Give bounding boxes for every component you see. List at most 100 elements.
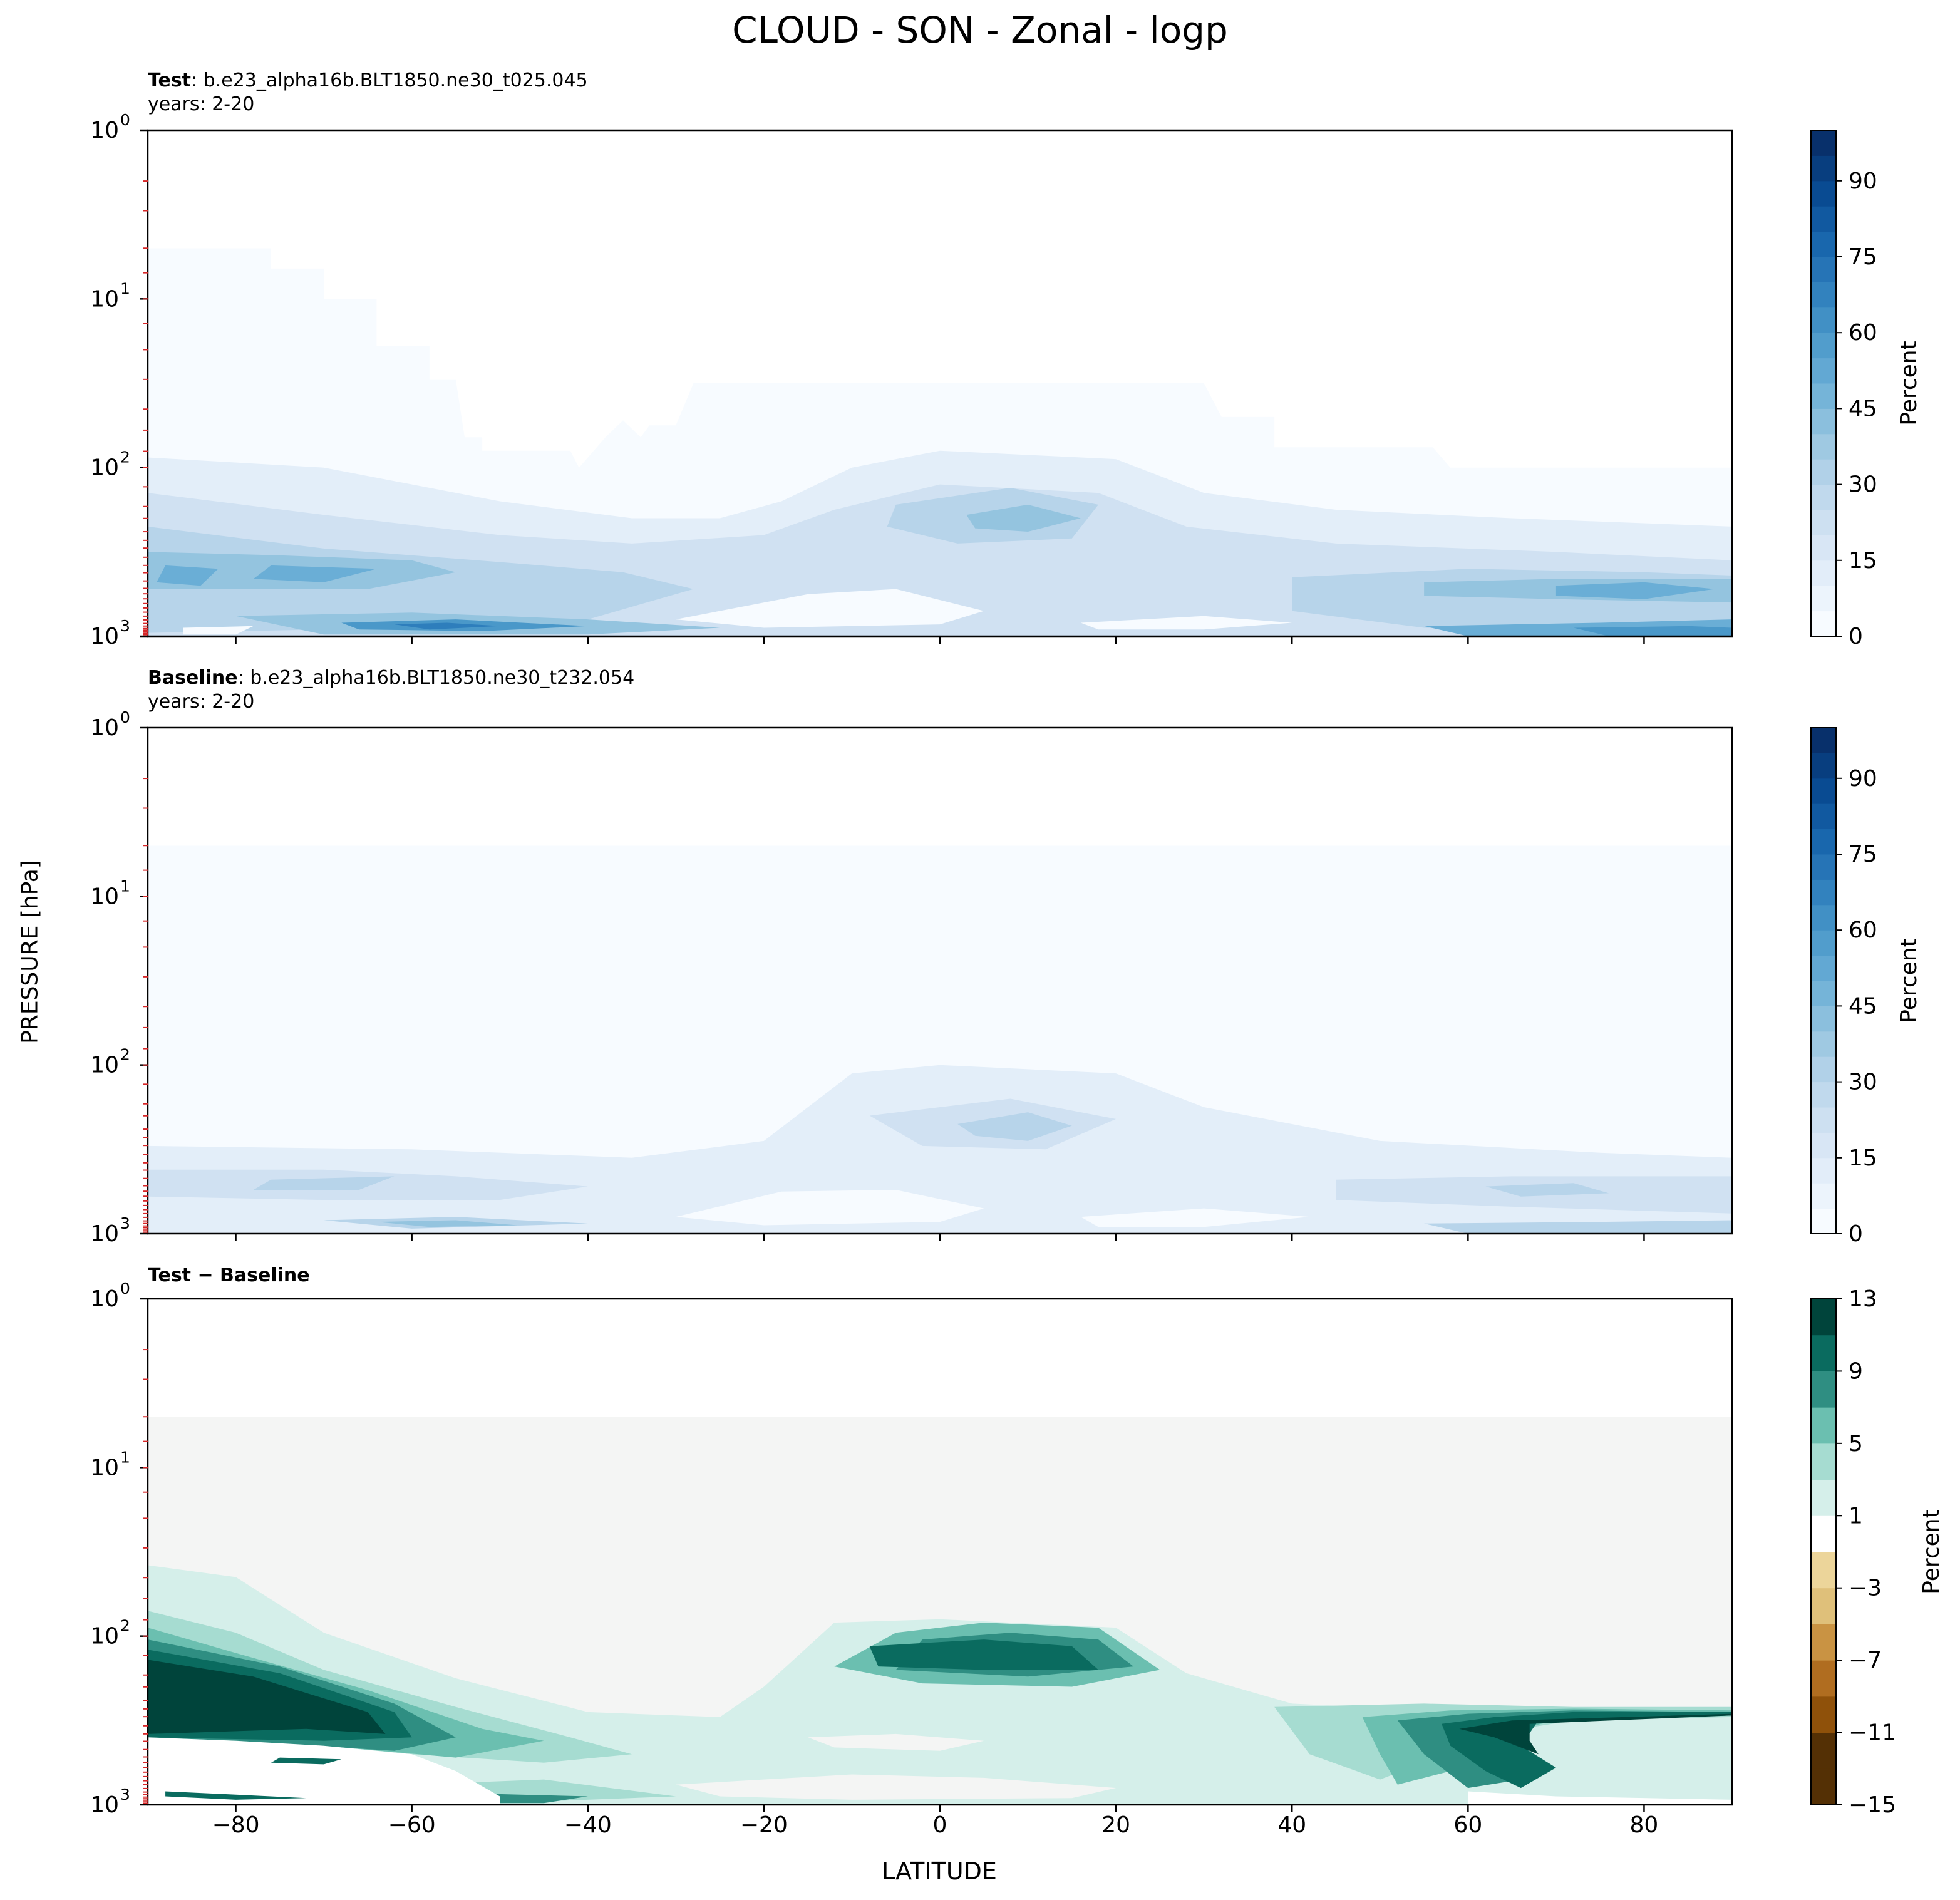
y-tick-exponent: 2 bbox=[120, 448, 130, 467]
colorbar-segment bbox=[1811, 1031, 1836, 1057]
colorbar-segment bbox=[1811, 155, 1836, 182]
contour-fill bbox=[1080, 616, 1292, 630]
y-tick-label: 10 bbox=[90, 1286, 119, 1312]
contour-fill bbox=[1459, 1713, 1732, 1755]
x-tick-label: −60 bbox=[388, 1812, 436, 1838]
colorbar-segment bbox=[1811, 130, 1836, 156]
colorbar-segment bbox=[1811, 1407, 1836, 1444]
y-tick-label: 10 bbox=[90, 286, 119, 312]
colorbar-segment bbox=[1811, 1552, 1836, 1589]
panel-years: years: 2-20 bbox=[148, 93, 255, 115]
colorbar-segment bbox=[1811, 930, 1836, 956]
y-tick-exponent: 3 bbox=[120, 617, 130, 635]
colorbar-segment bbox=[1811, 383, 1836, 409]
colorbar-segment bbox=[1811, 1768, 1836, 1805]
panel-years: years: 2-20 bbox=[148, 691, 255, 713]
colorbar-tick-label: 1 bbox=[1849, 1503, 1863, 1529]
colorbar-segment bbox=[1811, 408, 1836, 435]
colorbar-segment bbox=[1811, 333, 1836, 359]
colorbar-tick-label: 90 bbox=[1849, 766, 1877, 792]
x-tick-label: 20 bbox=[1101, 1812, 1130, 1838]
y-tick-label: 10 bbox=[90, 884, 119, 909]
colorbar-segment bbox=[1811, 535, 1836, 561]
colorbar-tick-label: 5 bbox=[1849, 1431, 1863, 1457]
colorbar-segment bbox=[1811, 206, 1836, 232]
colorbar-segment bbox=[1811, 1335, 1836, 1371]
colorbar-segment bbox=[1811, 1208, 1836, 1234]
colorbar-tick-label: 60 bbox=[1849, 320, 1877, 346]
panel-title-bold: Baseline bbox=[148, 667, 238, 689]
colorbar-segment bbox=[1811, 611, 1836, 637]
contour-fill bbox=[157, 565, 219, 586]
figure-title: CLOUD - SON - Zonal - logp bbox=[732, 9, 1228, 51]
contour-fill bbox=[148, 1660, 386, 1734]
panel-title-baseline: Baseline: b.e23_alpha16b.BLT1850.ne30_t2… bbox=[148, 666, 634, 714]
colorbar-label: Percent bbox=[1919, 1509, 1944, 1594]
colorbar-segment bbox=[1811, 459, 1836, 485]
panel-title-bold: Test − Baseline bbox=[148, 1264, 310, 1286]
colorbar-tick-label: 45 bbox=[1849, 396, 1877, 421]
colorbar-segment bbox=[1811, 1624, 1836, 1661]
colorbar-segment bbox=[1811, 778, 1836, 804]
contour-fill bbox=[869, 1639, 1098, 1670]
colorbar-segment bbox=[1811, 1056, 1836, 1083]
x-tick-label: −40 bbox=[564, 1812, 612, 1838]
colorbar-tick-label: 9 bbox=[1849, 1358, 1863, 1384]
colorbar-segment bbox=[1811, 1732, 1836, 1769]
y-tick-exponent: 3 bbox=[120, 1214, 130, 1232]
y-tick-label: 10 bbox=[90, 1792, 119, 1818]
colorbar-label: Percent bbox=[1896, 938, 1922, 1023]
colorbar-segment bbox=[1811, 803, 1836, 830]
y-tick-exponent: 1 bbox=[120, 279, 130, 297]
colorbar-segment bbox=[1811, 1588, 1836, 1624]
colorbar-tick-label: 30 bbox=[1849, 1070, 1877, 1095]
y-tick-label: 10 bbox=[90, 1455, 119, 1480]
colorbar-segment bbox=[1811, 1696, 1836, 1733]
contour-fill bbox=[676, 1190, 984, 1226]
contour-fill bbox=[271, 1757, 342, 1765]
contour-fill bbox=[148, 1737, 500, 1805]
contour-fill bbox=[394, 622, 500, 630]
x-tick-label: 0 bbox=[933, 1812, 947, 1838]
colorbar-segment bbox=[1811, 854, 1836, 880]
contour-fill bbox=[253, 565, 377, 582]
colorbar-tick-label: 13 bbox=[1849, 1286, 1877, 1312]
colorbar-segment bbox=[1811, 433, 1836, 460]
contour-fill bbox=[1485, 1183, 1609, 1197]
contour-fill bbox=[1555, 582, 1715, 599]
contour-fill bbox=[966, 504, 1081, 532]
colorbar-tick-label: −15 bbox=[1849, 1792, 1896, 1818]
colorbar-tick-label: 75 bbox=[1849, 244, 1877, 270]
y-tick-exponent: 0 bbox=[120, 1279, 130, 1298]
contour-fill bbox=[676, 1774, 1117, 1800]
contour-layer bbox=[148, 1417, 1732, 1805]
y-tick-label: 10 bbox=[90, 1053, 119, 1078]
x-axis-label: LATITUDE bbox=[882, 1857, 997, 1885]
y-tick-exponent: 2 bbox=[120, 1617, 130, 1635]
colorbar-segment bbox=[1811, 510, 1836, 535]
contour-fill bbox=[957, 1112, 1072, 1141]
x-tick-label: −20 bbox=[740, 1812, 788, 1838]
colorbar-segment bbox=[1811, 560, 1836, 586]
colorbar-tick-label: 45 bbox=[1849, 993, 1877, 1019]
colorbar-tick-label: 15 bbox=[1849, 1145, 1877, 1171]
colorbar-tick-label: 0 bbox=[1849, 624, 1863, 649]
colorbar-tick-label: −7 bbox=[1849, 1648, 1882, 1673]
colorbar-segment bbox=[1811, 282, 1836, 308]
contour-fill bbox=[376, 1220, 518, 1227]
y-tick-label: 10 bbox=[90, 715, 119, 741]
colorbar-frame bbox=[1810, 727, 1837, 1234]
contour-fill bbox=[165, 1791, 306, 1800]
colorbar-segment bbox=[1811, 879, 1836, 906]
colorbar-segment bbox=[1811, 1371, 1836, 1408]
colorbar-tick-label: 15 bbox=[1849, 548, 1877, 574]
panel-title-bold: Test bbox=[148, 70, 192, 91]
colorbar-segment bbox=[1811, 1132, 1836, 1159]
colorbar-segment bbox=[1811, 180, 1836, 207]
contour-fill bbox=[808, 1733, 984, 1751]
colorbar-segment bbox=[1811, 753, 1836, 779]
contour-layer bbox=[148, 248, 1732, 636]
x-tick-label: 80 bbox=[1630, 1812, 1659, 1838]
colorbar-segment bbox=[1811, 1183, 1836, 1209]
